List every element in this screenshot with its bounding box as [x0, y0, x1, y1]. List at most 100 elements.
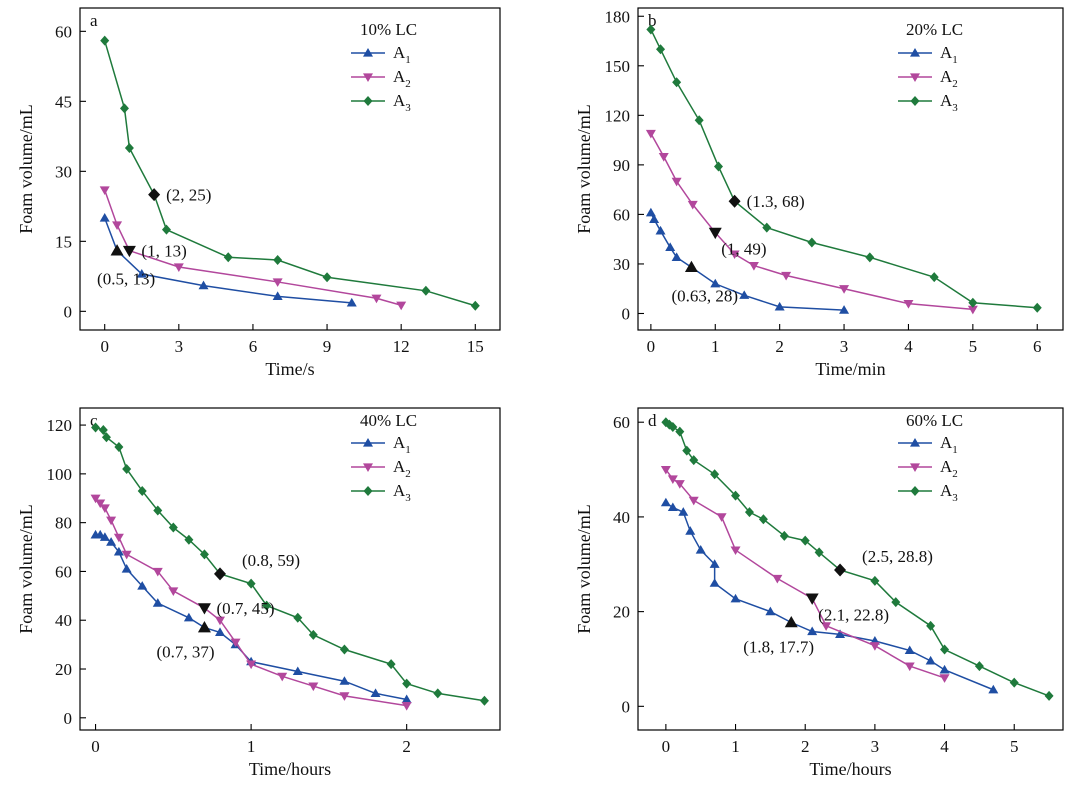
- data-point: [292, 666, 303, 676]
- data-point: [658, 153, 669, 162]
- y-tick-label: 0: [622, 304, 631, 323]
- annotation-label: (0.63, 28): [671, 286, 738, 305]
- legend-swatch-marker: [363, 463, 373, 472]
- y-tick-label: 60: [55, 22, 72, 41]
- legend-label-subscript: 3: [405, 492, 411, 504]
- y-tick-label: 40: [613, 508, 630, 527]
- data-point: [839, 305, 850, 314]
- legend-label: A3: [940, 91, 958, 114]
- annotation-marker: [214, 567, 226, 581]
- data-point: [695, 545, 706, 554]
- y-tick-label: 150: [605, 57, 631, 76]
- x-tick-label: 2: [801, 737, 810, 756]
- legend-item: A3: [898, 91, 958, 114]
- legend-swatch-marker: [910, 73, 920, 82]
- legend-swatch-marker: [363, 96, 373, 106]
- x-tick-label: 9: [323, 337, 332, 356]
- x-axis-title: Time/min: [815, 359, 885, 379]
- series-line: [104, 217, 352, 304]
- legend-label-subscript: 3: [952, 492, 958, 504]
- data-point: [903, 299, 914, 309]
- legend-item: A3: [898, 481, 958, 504]
- data-point: [731, 490, 741, 501]
- annotation-label: (1, 49): [721, 240, 766, 259]
- data-point: [807, 237, 817, 248]
- data-point: [814, 547, 824, 558]
- data-point: [967, 305, 978, 315]
- annotation-label: (0.5, 13): [97, 270, 155, 289]
- data-point: [671, 177, 682, 187]
- legend-label: A2: [393, 67, 411, 90]
- data-point: [688, 496, 699, 506]
- legend-item: A3: [351, 481, 411, 504]
- data-point: [106, 537, 117, 546]
- legend-item: A3: [351, 91, 411, 114]
- legend-label: A3: [393, 481, 411, 504]
- data-point: [152, 598, 163, 607]
- data-point: [646, 24, 656, 35]
- data-point: [262, 600, 272, 611]
- legend-label-subscript: 1: [952, 54, 958, 66]
- legend-label: A3: [940, 481, 958, 504]
- x-tick-label: 1: [711, 337, 720, 356]
- panel-letter: c: [90, 411, 98, 430]
- series-A1: [660, 497, 999, 694]
- data-point: [1009, 677, 1019, 688]
- y-tick-label: 30: [55, 162, 72, 181]
- series-line: [650, 133, 973, 311]
- data-point: [100, 35, 110, 46]
- series-A2: [645, 129, 978, 315]
- series-line: [650, 29, 1038, 309]
- data-point: [821, 622, 832, 631]
- data-point: [308, 629, 318, 640]
- data-point: [124, 143, 134, 153]
- data-point: [774, 301, 785, 311]
- data-point: [246, 660, 257, 670]
- data-point: [974, 661, 984, 672]
- y-axis-title: Foam volume/mL: [574, 104, 594, 234]
- legend-item: A2: [351, 457, 411, 480]
- legend-label: A1: [940, 43, 958, 66]
- data-point: [925, 655, 936, 665]
- panel-letter: b: [648, 11, 657, 30]
- legend-label: A2: [940, 457, 958, 480]
- data-point: [1032, 302, 1042, 313]
- data-point: [293, 612, 303, 623]
- data-point: [687, 200, 698, 210]
- plot-frame: [79, 407, 501, 731]
- data-point: [272, 278, 283, 287]
- legend-swatch-marker: [363, 438, 373, 447]
- data-point: [665, 242, 676, 252]
- y-tick-label: 20: [613, 603, 630, 622]
- y-tick-label: 100: [47, 465, 73, 484]
- data-point: [807, 626, 818, 636]
- annotation-label: (2, 25): [166, 186, 211, 205]
- legend-title: 60% LC: [906, 411, 963, 430]
- data-point: [112, 221, 123, 230]
- data-point: [865, 252, 875, 263]
- annotation-marker: [197, 621, 211, 633]
- data-point: [161, 224, 171, 235]
- data-point: [346, 297, 357, 307]
- data-point: [779, 530, 789, 541]
- legend-title: 20% LC: [906, 20, 963, 39]
- y-tick-label: 60: [613, 413, 630, 432]
- data-point: [672, 77, 682, 88]
- series-A3: [646, 24, 1042, 313]
- annotation-marker: [728, 194, 741, 208]
- legend-swatch-marker: [910, 463, 920, 472]
- y-tick-label: 40: [55, 611, 72, 630]
- data-point: [716, 513, 727, 522]
- data-point: [322, 272, 332, 283]
- data-point: [748, 262, 759, 271]
- data-point: [470, 300, 480, 311]
- data-point: [739, 290, 750, 299]
- data-point: [645, 207, 656, 217]
- legend-swatch-marker: [910, 96, 920, 106]
- y-tick-label: 120: [605, 106, 631, 125]
- data-point: [113, 546, 124, 556]
- legend-label-subscript: 2: [405, 78, 411, 90]
- data-point: [988, 684, 999, 694]
- legend-label: A1: [393, 433, 411, 456]
